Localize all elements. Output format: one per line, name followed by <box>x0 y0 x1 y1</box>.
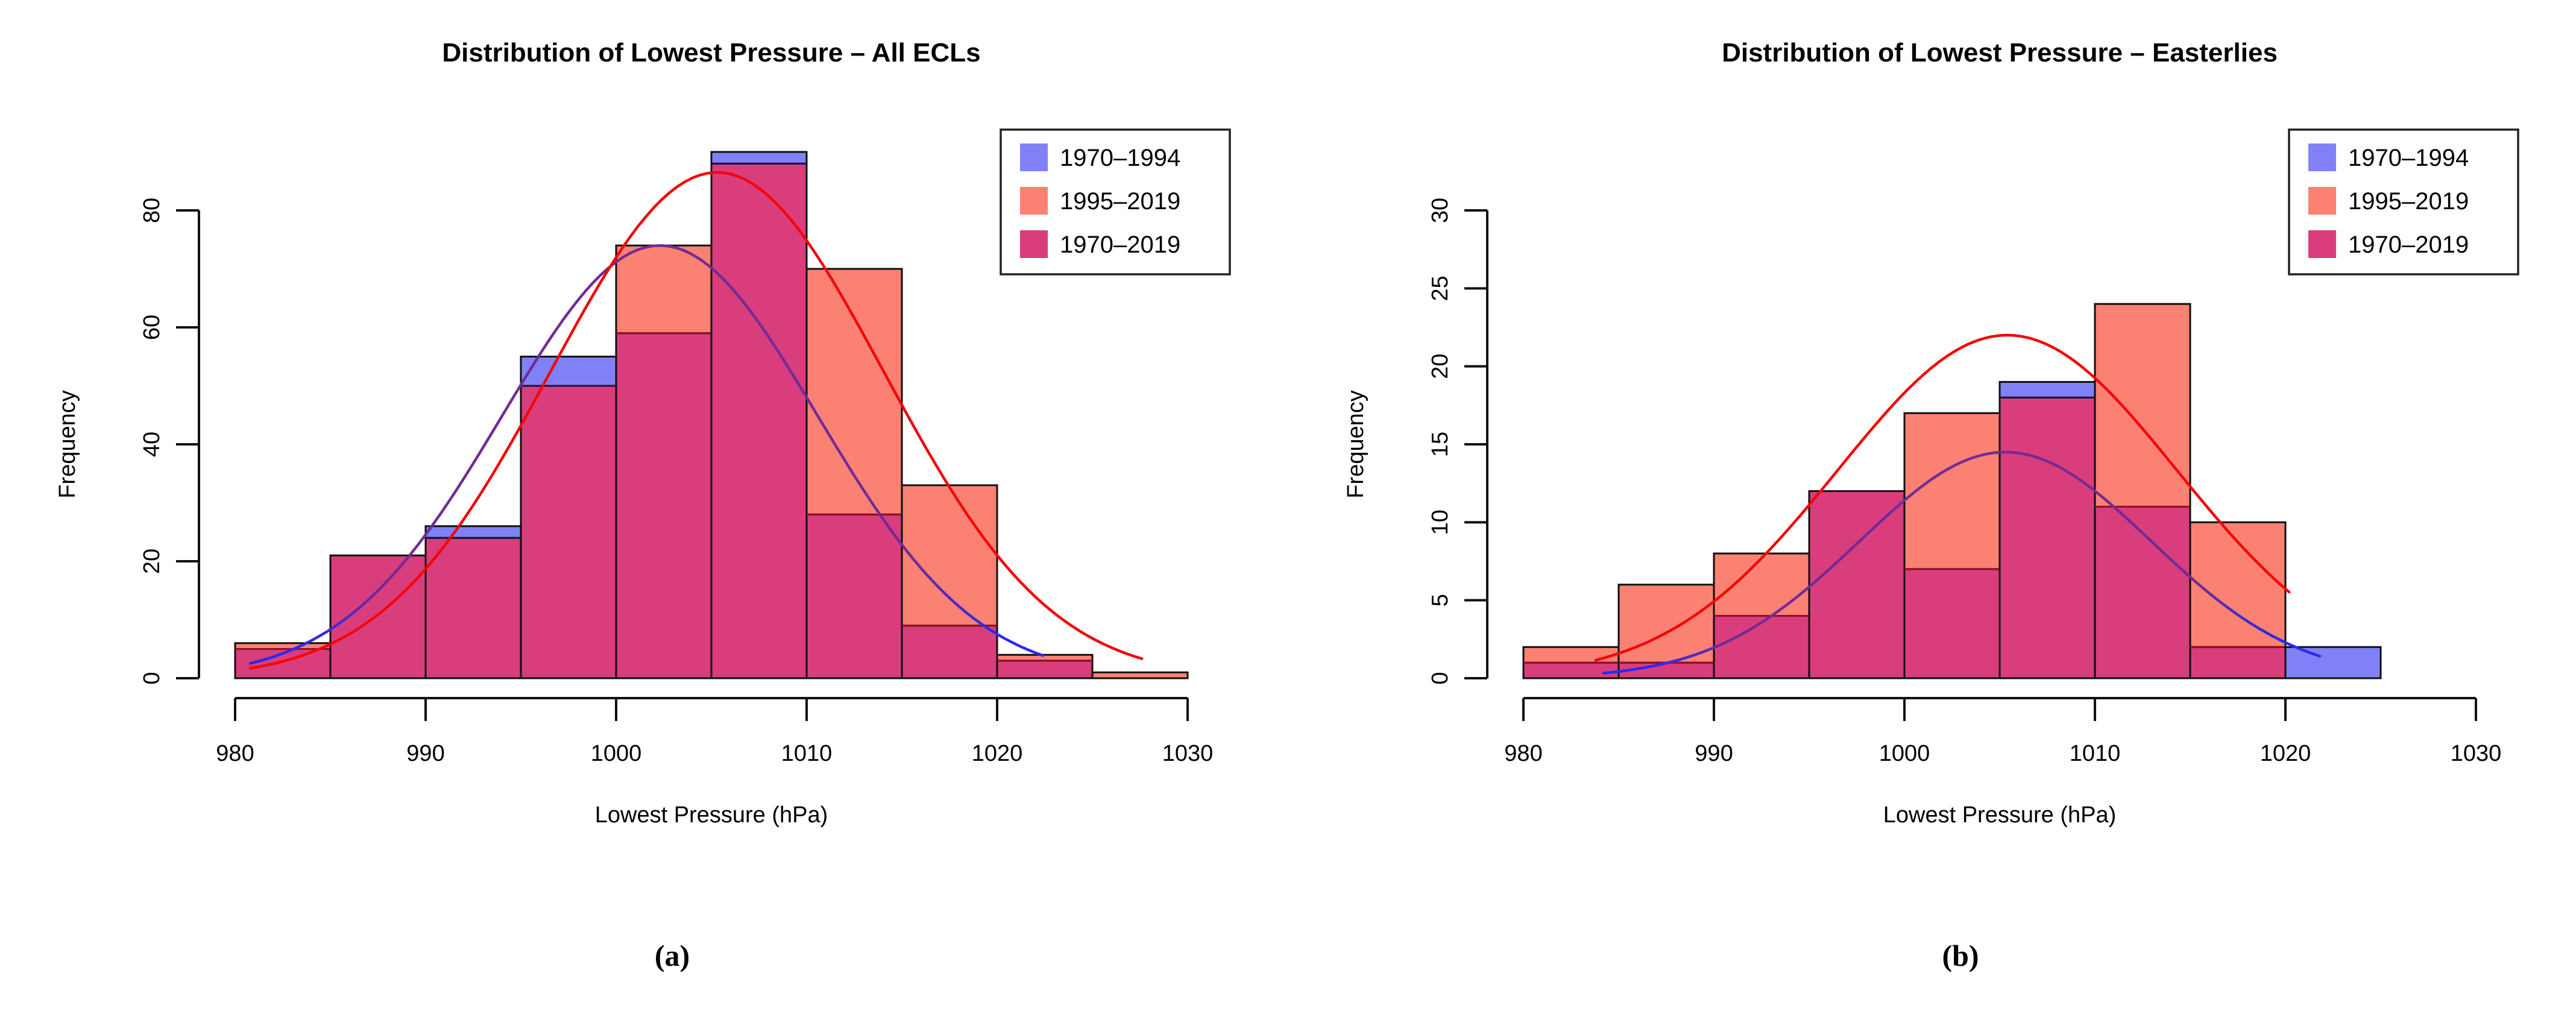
y-tick-label: 80 <box>139 198 165 223</box>
legend-swatch <box>2308 143 2336 171</box>
bar-1995-2019 <box>1617 584 1715 664</box>
legend-label: 1970–1994 <box>1060 145 1180 171</box>
fit-curve-1970-1994 <box>249 244 1045 665</box>
bar-1970-1994 <box>710 151 808 165</box>
x-tick-label: 990 <box>406 741 444 766</box>
x-axis-label: Lowest Pressure (hPa) <box>595 802 828 828</box>
y-tick-label: 25 <box>1428 276 1453 301</box>
bar-overlap-1970-2019 <box>805 513 903 679</box>
bar-1970-1994 <box>1998 381 2096 398</box>
fit-curve-1970-1994 <box>1602 450 2322 675</box>
y-tick-label: 20 <box>139 549 165 574</box>
y-tick-label: 15 <box>1428 432 1453 457</box>
legend-swatch <box>2308 187 2336 215</box>
y-tick-label: 20 <box>1428 354 1453 379</box>
bar-1995-2019 <box>1903 412 2001 570</box>
x-tick-label: 1000 <box>591 741 642 766</box>
bar-1995-2019 <box>2094 303 2191 508</box>
bar-1970-1994 <box>424 525 522 539</box>
bar-overlap-1970-2019 <box>901 625 998 679</box>
x-tick-label: 1030 <box>1162 741 1214 766</box>
chart-title: Distribution of Lowest Pressure – All EC… <box>442 38 980 68</box>
bar-overlap-1970-2019 <box>1998 396 2096 679</box>
bar-1995-2019 <box>1713 552 1810 617</box>
x-tick-label: 980 <box>216 741 254 766</box>
y-tick-label: 5 <box>1428 594 1453 606</box>
bar-1995-2019 <box>1091 671 1189 679</box>
legend-swatch <box>1020 187 1048 215</box>
panel-caption: (a) <box>655 939 690 972</box>
histogram-svg: Distribution of Lowest Pressure – Easter… <box>1343 38 2519 972</box>
x-tick-label: 1010 <box>2070 741 2121 766</box>
bar-1995-2019 <box>1522 646 1620 664</box>
y-tick-label: 30 <box>1428 198 1453 223</box>
x-tick-label: 1000 <box>1879 741 1930 766</box>
bar-overlap-1970-2019 <box>520 385 617 679</box>
y-tick-label: 0 <box>139 672 165 684</box>
bar-overlap-1970-2019 <box>710 162 808 679</box>
fit-curve-1995-2019 <box>249 171 1144 670</box>
x-tick-label: 990 <box>1695 741 1733 766</box>
legend-label: 1995–2019 <box>2348 188 2469 215</box>
legend-label: 1995–2019 <box>1060 188 1180 215</box>
y-tick-label: 60 <box>139 315 165 340</box>
legend-label: 1970–2019 <box>1060 231 1180 258</box>
bar-1995-2019 <box>901 484 998 627</box>
x-axis-label: Lowest Pressure (hPa) <box>1883 802 2117 828</box>
bar-overlap-1970-2019 <box>2094 505 2191 679</box>
x-tick-label: 1020 <box>972 741 1023 766</box>
y-tick-label: 40 <box>139 432 165 457</box>
bar-overlap-1970-2019 <box>1808 490 1906 679</box>
bar-overlap-1970-2019 <box>615 332 713 679</box>
bar-overlap-1970-2019 <box>1713 615 1810 679</box>
panel-caption: (b) <box>1942 939 1979 972</box>
histogram-panel-a: Distribution of Lowest Pressure – All EC… <box>55 38 1231 972</box>
fit-curve-1995-2019 <box>1594 333 2291 662</box>
y-tick-label: 0 <box>1428 672 1453 684</box>
bar-overlap-1970-2019 <box>2189 646 2287 679</box>
x-tick-label: 1030 <box>2451 741 2502 766</box>
legend-label: 1970–1994 <box>2348 145 2469 171</box>
legend: 1970–1994 1995–2019 1970–2019 <box>1000 128 1231 276</box>
legend-label: 1970–2019 <box>2348 231 2469 258</box>
legend-swatch <box>1020 230 1048 258</box>
y-axis-label: Frequency <box>55 390 80 499</box>
legend-swatch <box>1020 143 1048 171</box>
x-tick-label: 1020 <box>2260 741 2311 766</box>
y-tick-label: 10 <box>1428 509 1453 535</box>
bar-overlap-1970-2019 <box>996 660 1094 679</box>
bar-overlap-1970-2019 <box>1522 661 1620 679</box>
y-axis-label: Frequency <box>1343 390 1368 499</box>
x-tick-label: 1010 <box>781 741 833 766</box>
chart-title: Distribution of Lowest Pressure – Easter… <box>1722 38 2278 68</box>
bar-overlap-1970-2019 <box>1903 568 2001 679</box>
x-tick-label: 980 <box>1504 741 1542 766</box>
histogram-panel-b: Distribution of Lowest Pressure – Easter… <box>1288 0 2576 1011</box>
bar-overlap-1970-2019 <box>424 537 522 679</box>
histogram-svg: Distribution of Lowest Pressure – All EC… <box>55 38 1231 972</box>
bar-1970-1994 <box>2284 646 2382 679</box>
legend-swatch <box>2308 230 2336 258</box>
bar-overlap-1970-2019 <box>329 554 427 679</box>
legend: 1970–1994 1995–2019 1970–2019 <box>2288 128 2519 276</box>
